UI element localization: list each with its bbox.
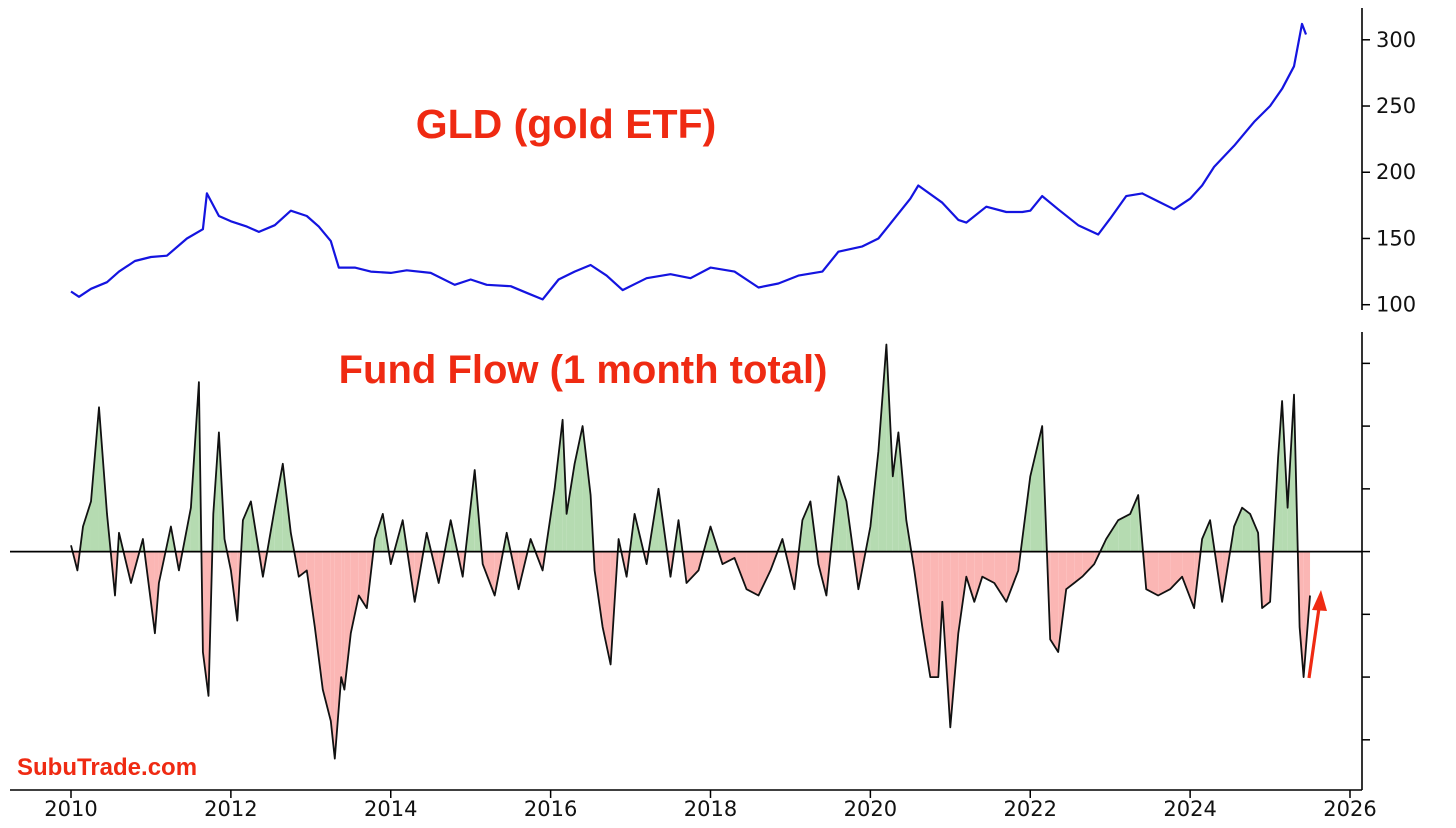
x-tick-label: 2024 [1163,797,1216,821]
inflow-area [1130,495,1139,552]
inflow-area [242,501,251,552]
price-series [70,22,1308,301]
outflow-area [1158,551,1171,596]
outflow-area [1082,551,1095,577]
inflow-area [1234,507,1243,552]
outflow-area [344,551,351,690]
outflow-area [358,551,367,609]
inflow-area [374,513,383,552]
inflow-area [566,463,575,552]
outflow-area [298,551,307,577]
outflow-area [1066,551,1075,590]
price-y-tick-label: 300 [1376,28,1416,52]
outflow-area [602,551,611,665]
brand-watermark: SubuTrade.com [17,754,197,781]
inflow-area [838,476,847,552]
inflow-area [1202,520,1211,552]
inflow-area [554,419,563,552]
outflow-area [341,551,345,690]
x-tick-label: 2016 [524,797,577,821]
outflow-area [974,551,983,602]
inflow-area [1106,520,1119,552]
x-tick-label: 2026 [1323,797,1376,821]
trend-arrow-shaft [1307,607,1321,679]
x-tick-label: 2022 [1004,797,1057,821]
gld-price-panel: 100 150 200 250 300 GLD (gold ETF) [70,8,1416,317]
outflow-area [1299,551,1304,678]
trend-arrow [1307,590,1327,679]
outflow-area [1146,551,1159,596]
inflow-area [582,426,591,552]
outflow-area [722,551,735,565]
outflow-area [1074,551,1083,583]
flow-y-axis-ticks [1362,362,1370,741]
price-y-axis-ticks: 100 150 200 250 300 [1362,28,1416,317]
inflow-area [878,344,887,552]
outflow-area [966,551,975,602]
x-tick-label: 2010 [44,797,97,821]
outflow-area [930,551,939,678]
inflow-area [1118,513,1131,552]
outflow-area [686,551,699,583]
outflow-area [950,551,959,728]
x-tick-label: 2014 [364,797,417,821]
outflow-area [314,551,323,690]
outflow-area [1050,551,1059,652]
outflow-area [330,551,335,759]
fund-flow-panel: 2010 2012 2014 2016 2018 2020 2022 2024 2026 Fun… [10,332,1377,821]
trend-arrow-head [1312,590,1327,611]
x-tick-label: 2018 [684,797,737,821]
outflow-area [746,551,759,596]
price-y-tick-label: 200 [1376,160,1416,184]
inflow-area [1278,401,1283,552]
flow-line [70,343,1311,760]
outflow-area [334,551,342,759]
outflow-area [1058,551,1067,652]
flow-series [70,343,1311,760]
inflow-area [1242,507,1251,552]
inflow-area [274,463,283,552]
inflow-area [886,344,893,552]
outflow-area [1182,551,1195,609]
price-chart-title: GLD (gold ETF) [416,101,717,147]
inflow-area [1030,426,1043,552]
outflow-area [1006,551,1019,602]
inflow-area [90,407,99,552]
outflow-area [482,551,495,596]
x-tick-label: 2012 [204,797,257,821]
price-y-tick-label: 100 [1376,293,1416,317]
outflow-area [350,551,359,634]
outflow-area [994,551,1007,602]
outflow-area [758,551,771,596]
outflow-area [1262,551,1271,609]
inflow-area [802,501,811,552]
price-line [70,22,1308,301]
x-axis-ticks: 2010 2012 2014 2016 2018 2020 2022 2024 2026 [44,790,1377,821]
price-y-tick-label: 150 [1376,226,1416,250]
price-y-tick-label: 250 [1376,94,1416,118]
x-tick-label: 2020 [844,797,897,821]
inflow-area [82,501,91,552]
outflow-area [982,551,995,583]
outflow-area [322,551,331,721]
inflow-area [1250,513,1259,552]
inflow-area [892,432,899,552]
fund-flow-chart-title: Fund Flow (1 month total) [339,348,828,392]
outflow-area [922,551,931,678]
